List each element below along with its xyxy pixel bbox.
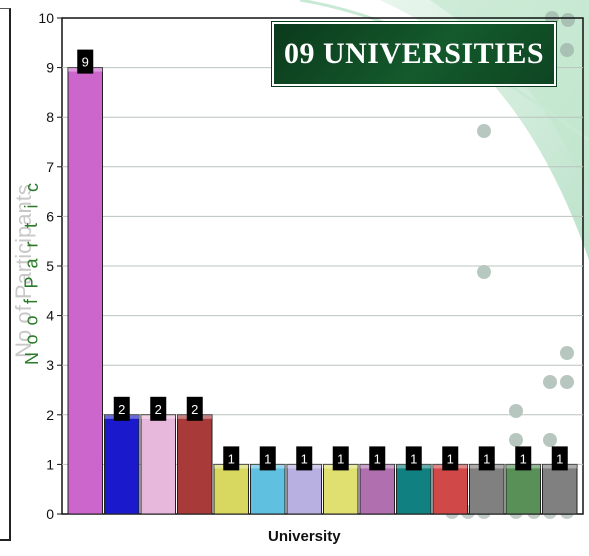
bar — [250, 463, 286, 515]
bar — [140, 414, 176, 515]
bar — [542, 463, 578, 515]
data-label: 2 — [155, 402, 162, 417]
data-label-box — [113, 396, 130, 421]
y-tick-label: 6 — [46, 208, 54, 224]
chart-title: 09 UNIVERSITIES — [283, 37, 545, 70]
data-label: 1 — [374, 451, 381, 466]
title-banner: 09 UNIVERSITIES — [272, 22, 556, 86]
bar — [213, 463, 249, 515]
bar — [286, 463, 322, 515]
y-axis-label-letter: N — [21, 352, 42, 365]
bar — [323, 463, 359, 515]
data-label: 1 — [410, 451, 417, 466]
bar — [104, 414, 140, 515]
data-label-box — [186, 396, 203, 421]
bar — [432, 463, 468, 515]
y-axis-label-letter: f — [21, 298, 42, 305]
data-label: 1 — [228, 451, 235, 466]
data-label: 9 — [82, 55, 89, 70]
data-label: 1 — [520, 451, 527, 466]
data-label-box — [405, 446, 422, 471]
data-label: 1 — [264, 451, 271, 466]
data-label-box — [296, 446, 313, 471]
y-tick-label: 10 — [38, 10, 54, 26]
data-label-box — [551, 446, 568, 471]
data-label: 1 — [447, 451, 454, 466]
data-label-box — [478, 446, 495, 471]
bar — [359, 463, 395, 515]
data-label: 1 — [337, 451, 344, 466]
y-tick-label: 0 — [46, 506, 54, 522]
y-tick-label: 8 — [46, 109, 54, 125]
bar — [177, 414, 213, 515]
data-label-box — [369, 446, 386, 471]
data-label: 2 — [191, 402, 198, 417]
data-label-box — [77, 49, 94, 74]
data-label-box — [442, 446, 459, 471]
y-tick-label: 2 — [46, 407, 54, 423]
data-label: 1 — [556, 451, 563, 466]
side-panel-frame — [0, 8, 11, 541]
bar — [67, 67, 103, 515]
y-axis-label-letter: i — [21, 204, 42, 209]
y-axis-label-letter: a — [21, 258, 42, 269]
bar — [505, 463, 541, 515]
y-tick-label: 5 — [46, 258, 54, 274]
y-axis-label-letter: c — [21, 183, 42, 192]
data-label-box — [515, 446, 532, 471]
y-axis-label-letter: o — [21, 334, 42, 345]
y-axis-label-letter: o — [21, 315, 42, 326]
data-label: 1 — [483, 451, 490, 466]
y-tick-label: 9 — [46, 60, 54, 76]
bar — [469, 463, 505, 515]
data-label-box — [223, 446, 240, 471]
y-tick-label: 7 — [46, 159, 54, 175]
y-axis-label-letter: P — [21, 276, 42, 289]
y-tick-label: 4 — [46, 308, 54, 324]
data-label-box — [332, 446, 349, 471]
y-axis-label-letter: r — [21, 241, 42, 248]
y-tick-label: 1 — [46, 456, 54, 472]
y-axis-label-letter: t — [21, 222, 42, 229]
bar — [396, 463, 432, 515]
data-label: 2 — [118, 402, 125, 417]
y-tick-label: 3 — [46, 357, 54, 373]
x-axis-label: University — [268, 528, 341, 545]
data-label-box — [259, 446, 276, 471]
data-label: 1 — [301, 451, 308, 466]
data-label-box — [150, 396, 167, 421]
